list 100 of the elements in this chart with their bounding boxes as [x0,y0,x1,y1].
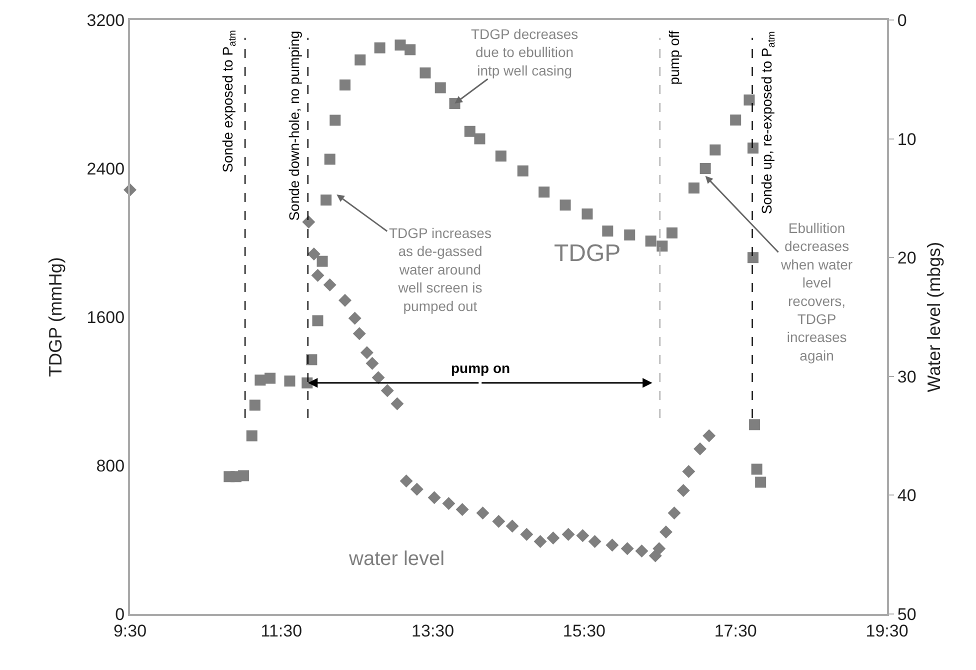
y-tick-label: 2400 [86,159,125,178]
point [360,346,374,360]
point [254,374,266,386]
point [656,240,668,252]
point [284,376,296,387]
point [620,542,634,556]
x-tick-label: 13:30 [412,621,454,640]
point [348,312,362,325]
x-tick-label: 19:30 [866,621,908,640]
point [694,442,707,456]
point [464,126,476,137]
point [354,54,366,66]
point [606,538,619,552]
point [588,535,602,548]
point [710,144,721,156]
y-tick-label: 1600 [86,308,125,327]
point [748,142,759,154]
point [338,294,352,307]
point [238,470,250,482]
point [442,497,456,510]
point [390,397,404,410]
point [562,528,575,541]
point [744,94,755,106]
point [307,248,320,261]
point [702,429,716,442]
point [538,186,550,198]
point [546,531,560,544]
point [434,82,446,94]
annotation: Ebullition decreases when water level recovers, TDGP increases again [780,220,853,364]
x-tick-label: 11:30 [260,621,302,640]
point [320,194,332,206]
point [659,526,672,539]
point [495,150,506,162]
point [506,520,519,533]
series-label: TDGP [554,240,621,267]
point [682,464,696,478]
point [352,327,366,340]
point [534,535,547,548]
point [602,226,614,237]
point [323,278,336,292]
y2-tick-label: 20 [897,248,916,268]
point [374,42,386,54]
x-tick-label: 15:30 [562,621,606,640]
point [330,114,341,126]
point [755,476,766,488]
point [246,430,258,442]
point [688,182,700,194]
point [372,371,385,384]
point [748,252,759,264]
point [311,268,324,282]
y-tick-label: 3200 [86,10,125,30]
point [751,464,762,475]
point [302,215,316,228]
x-tick-label: 17:30 [714,621,757,640]
point [366,356,379,370]
y-axis-title: TDGP (mmHg) [45,257,66,377]
point [380,384,394,398]
ref-line-label: Sonde down-hole, no pumping [286,30,302,221]
point [676,484,690,497]
point [410,482,424,496]
point [517,165,528,176]
series-label: water level [348,548,445,570]
point [668,506,681,520]
y2-tick-label: 40 [897,486,916,506]
y-tick-label: 800 [96,456,125,476]
point [560,200,571,211]
point [400,474,413,488]
y2-tick-label: 0 [897,10,907,30]
y2-tick-label: 10 [897,130,916,149]
point [476,506,490,520]
point [582,208,593,220]
point [492,514,506,528]
point [645,236,656,247]
point [428,491,441,504]
point [730,114,742,126]
y-tick-label: 0 [115,604,125,624]
point [624,229,636,240]
point [339,79,350,90]
point [700,163,711,174]
point [312,315,324,326]
annotation: TDGP decreases due to ebullition intp well casing [471,26,578,78]
point [264,372,276,384]
point [520,528,534,541]
annotation: pump on [451,360,510,376]
point [749,419,760,430]
point [306,354,318,366]
point [576,529,590,542]
point [652,542,666,556]
point [666,227,678,238]
point [420,67,431,78]
point [249,400,260,411]
point [316,256,328,267]
point [456,502,469,516]
point [404,44,416,56]
point [394,40,406,51]
ref-line-label: pump off [666,30,682,85]
y2-axis-title: Water level (mbgs) [924,242,944,392]
annotation: TDGP increases as de-gassed water around well screen is pumped out [389,225,492,314]
point [635,544,648,558]
point [324,154,336,165]
